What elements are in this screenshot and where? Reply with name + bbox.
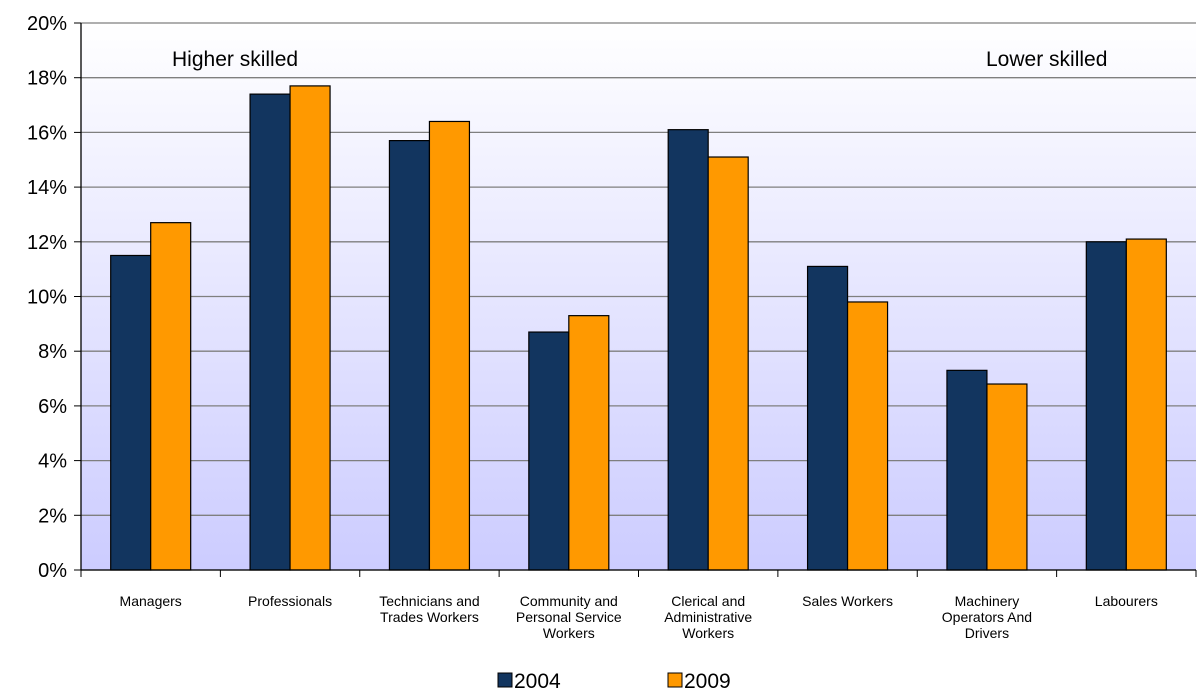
- annotation-higher-skilled: Higher skilled: [172, 48, 298, 71]
- bar-2004-7: [1085, 241, 1127, 571]
- bar-2004-0: [110, 254, 152, 571]
- x-category-label: Sales Workers: [802, 593, 893, 609]
- bar-2009-1: [289, 85, 331, 571]
- legend-label-2009: 2009: [684, 670, 731, 688]
- y-tick-label: 18%: [27, 68, 67, 90]
- bar-2009-6: [986, 383, 1028, 571]
- y-tick-label: 12%: [27, 232, 67, 254]
- y-tick-label: 6%: [38, 396, 67, 418]
- bar-2004-3: [528, 331, 570, 571]
- y-tick-label: 16%: [27, 122, 67, 144]
- y-tick-label: 4%: [38, 451, 67, 473]
- bar-2004-2: [388, 140, 431, 571]
- bar-2009-3: [568, 315, 610, 571]
- bar-2004-5: [806, 265, 849, 571]
- legend-label-2004: 2004: [514, 670, 561, 688]
- y-tick-label: 0%: [38, 560, 67, 582]
- legend-swatch-2009: [667, 672, 683, 688]
- y-tick-label: 14%: [27, 177, 67, 199]
- bar-2009-7: [1125, 238, 1167, 571]
- x-category-label: Technicians and Trades Workers: [379, 593, 479, 625]
- x-category-label: Labourers: [1095, 593, 1158, 609]
- bar-2009-4: [707, 156, 749, 571]
- bars: [110, 85, 1167, 571]
- x-category-label: Clerical and Administrative Workers: [664, 593, 752, 641]
- bar-2004-4: [667, 129, 709, 571]
- y-tick-label: 8%: [38, 341, 67, 363]
- bar-2009-2: [428, 120, 471, 571]
- legend: 2004 2009: [497, 670, 731, 688]
- y-tick-labels: 0% 2% 4% 6% 8% 10% 12% 14% 16% 18% 20%: [27, 13, 81, 582]
- x-category-label: Community and Personal Service Workers: [516, 593, 622, 641]
- bar-2009-0: [150, 222, 192, 571]
- bar-2004-6: [946, 369, 988, 571]
- legend-swatch-2004: [497, 672, 513, 688]
- x-category-label: Machinery Operators And Drivers: [942, 593, 1032, 641]
- bar-2009-5: [846, 301, 889, 571]
- y-tick-label: 20%: [27, 13, 67, 35]
- x-category-label: Managers: [120, 593, 182, 609]
- y-tick-label: 10%: [27, 287, 67, 309]
- x-category-labels: Managers Professionals Technicians and Trad…: [120, 593, 1158, 641]
- bar-2004-1: [249, 93, 291, 571]
- y-tick-label: 2%: [38, 505, 67, 527]
- annotation-lower-skilled: Lower skilled: [986, 48, 1107, 71]
- x-category-label: Professionals: [248, 593, 332, 609]
